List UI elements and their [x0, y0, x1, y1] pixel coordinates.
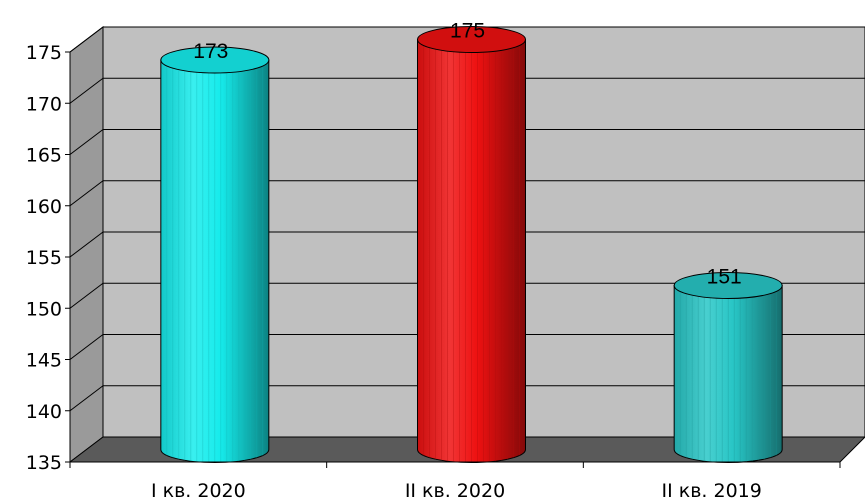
gridline-side: [69, 231, 104, 258]
y-tick-label: 170: [26, 93, 62, 115]
x-category-label: II кв. 2019: [661, 480, 761, 502]
bar: [673, 272, 783, 463]
y-tick-label: 150: [26, 298, 62, 320]
bar-top: [417, 26, 526, 53]
x-axis-labels: I кв. 2020 II кв. 2020 II кв. 2019: [151, 480, 762, 502]
data-labels: 173 175 151: [193, 20, 741, 289]
gridline-side: [69, 180, 104, 207]
gridline-side: [69, 77, 104, 104]
bar: [160, 46, 270, 463]
y-tick-label: 165: [26, 145, 62, 167]
y-tick-label: 135: [26, 452, 62, 474]
data-label: 173: [193, 40, 228, 63]
data-label: 151: [707, 266, 742, 289]
data-label: 175: [450, 20, 485, 43]
y-tick-label: 140: [26, 401, 62, 423]
gridline-side: [69, 26, 104, 53]
gridline-side: [69, 334, 104, 360]
gridline-side: [69, 385, 104, 412]
y-tick-label: 145: [26, 350, 62, 372]
bar-top: [160, 46, 270, 74]
gridline-side: [69, 129, 104, 155]
x-category-label: I кв. 2020: [151, 480, 246, 502]
y-tick-label: 155: [26, 247, 62, 269]
y-axis-ticks: 135 140 145 150 155 160 165 170 175: [26, 42, 841, 474]
bars: [160, 26, 783, 463]
y-tick-label: 160: [26, 196, 62, 218]
bar: [417, 26, 526, 463]
bar-top: [673, 272, 783, 299]
y-tick-label: 175: [26, 42, 62, 64]
gridline-side: [69, 282, 104, 309]
x-category-label: II кв. 2020: [405, 480, 505, 502]
